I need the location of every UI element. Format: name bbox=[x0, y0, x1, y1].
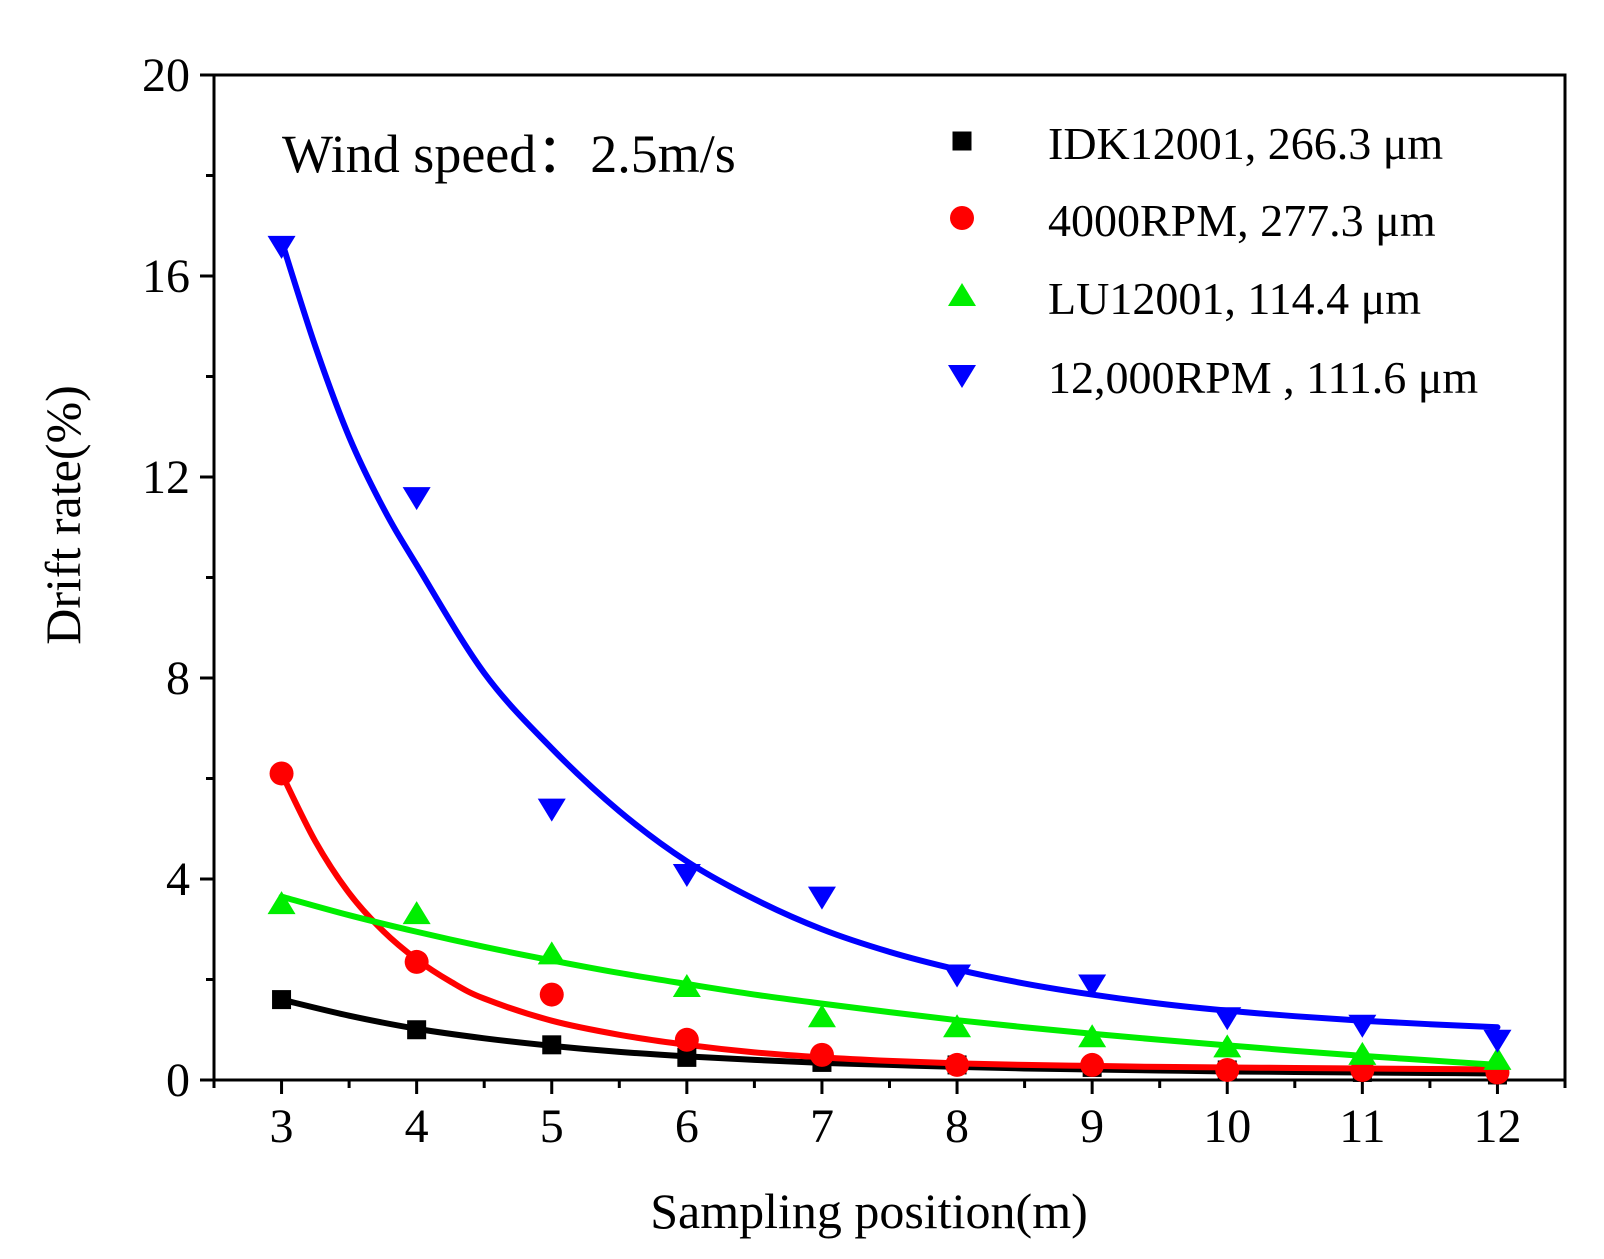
data-point-series-3 bbox=[1078, 1024, 1107, 1048]
data-point-series-4 bbox=[1078, 974, 1107, 998]
x-tick-label: 11 bbox=[1339, 1100, 1385, 1153]
data-point-series-4 bbox=[402, 487, 431, 511]
data-point-series-2 bbox=[539, 982, 564, 1007]
data-point-series-3 bbox=[1483, 1046, 1512, 1070]
data-point-series-3 bbox=[1213, 1034, 1242, 1058]
legend-marker-series-4 bbox=[948, 365, 976, 388]
y-axis-ticks: 0 4 8 12 16 20 bbox=[142, 49, 214, 1107]
data-point-series-1 bbox=[272, 990, 292, 1010]
data-point-series-4 bbox=[537, 798, 566, 822]
legend: IDK12001, 266.3 μm 4000RPM, 277.3 μm LU120… bbox=[948, 118, 1478, 403]
y-tick-label: 12 bbox=[142, 451, 190, 504]
fit-line-series-4 bbox=[278, 237, 1501, 1031]
data-point-series-3 bbox=[402, 901, 431, 925]
data-point-series-3 bbox=[267, 891, 296, 915]
data-point-series-3 bbox=[1348, 1041, 1377, 1065]
fit-lines bbox=[278, 237, 1501, 1077]
y-tick-label: 0 bbox=[166, 1054, 190, 1107]
y-tick-label: 16 bbox=[142, 250, 190, 303]
legend-label-series-3: LU12001, 114.4 μm bbox=[1048, 273, 1421, 324]
fit-line-series-2 bbox=[278, 770, 1501, 1073]
data-point-series-4 bbox=[807, 886, 836, 910]
x-tick-label: 4 bbox=[405, 1100, 429, 1153]
data-point-series-1 bbox=[542, 1035, 562, 1055]
data-point-series-3 bbox=[537, 941, 566, 965]
data-point-series-2 bbox=[1080, 1052, 1105, 1077]
data-point-series-2 bbox=[809, 1042, 834, 1067]
y-tick-label: 20 bbox=[142, 49, 190, 102]
data-point-series-4 bbox=[1213, 1007, 1242, 1031]
legend-label-series-2: 4000RPM, 277.3 μm bbox=[1048, 195, 1436, 246]
data-point-series-4 bbox=[1483, 1029, 1512, 1053]
y-axis-title: Drift rate(%) bbox=[35, 385, 91, 645]
y-tick-label: 8 bbox=[166, 652, 190, 705]
x-tick-label: 10 bbox=[1203, 1100, 1251, 1153]
x-axis-ticks: 3 4 5 6 7 8 9 10 11 12 bbox=[212, 1080, 1567, 1153]
data-point-series-4 bbox=[943, 964, 972, 988]
legend-label-series-4: 12,000RPM , 111.6 μm bbox=[1048, 352, 1478, 403]
fit-line-series-1 bbox=[278, 996, 1501, 1077]
data-point-series-4 bbox=[1348, 1014, 1377, 1038]
data-point-series-3 bbox=[672, 974, 701, 998]
wind-speed-annotation: Wind speed：2.5m/s bbox=[282, 124, 736, 184]
x-tick-label: 12 bbox=[1473, 1100, 1521, 1153]
x-tick-label: 7 bbox=[810, 1100, 834, 1153]
x-tick-label: 5 bbox=[540, 1100, 564, 1153]
legend-label-series-1: IDK12001, 266.3 μm bbox=[1048, 118, 1443, 169]
data-point-series-3 bbox=[943, 1014, 972, 1038]
legend-marker-series-3 bbox=[948, 283, 976, 306]
fit-line-series-3 bbox=[278, 893, 1501, 1068]
data-point-series-2 bbox=[404, 949, 429, 974]
data-point-series-1 bbox=[407, 1020, 427, 1040]
legend-marker-series-1 bbox=[952, 131, 972, 151]
data-point-series-1 bbox=[677, 1047, 697, 1067]
x-tick-label: 9 bbox=[1080, 1100, 1104, 1153]
data-point-series-4 bbox=[672, 863, 701, 887]
x-tick-label: 3 bbox=[270, 1100, 294, 1153]
legend-marker-series-2 bbox=[950, 206, 974, 230]
x-tick-label: 6 bbox=[675, 1100, 699, 1153]
data-point-series-2 bbox=[674, 1027, 699, 1052]
data-point-series-4 bbox=[267, 235, 296, 259]
data-points bbox=[267, 235, 1512, 1085]
x-tick-label: 8 bbox=[945, 1100, 969, 1153]
data-point-series-3 bbox=[807, 1004, 836, 1028]
data-point-series-2 bbox=[269, 761, 294, 786]
y-tick-label: 4 bbox=[166, 853, 190, 906]
data-point-series-2 bbox=[945, 1052, 970, 1077]
data-point-series-2 bbox=[1215, 1057, 1240, 1082]
x-axis-title: Sampling position(m) bbox=[650, 1183, 1088, 1239]
